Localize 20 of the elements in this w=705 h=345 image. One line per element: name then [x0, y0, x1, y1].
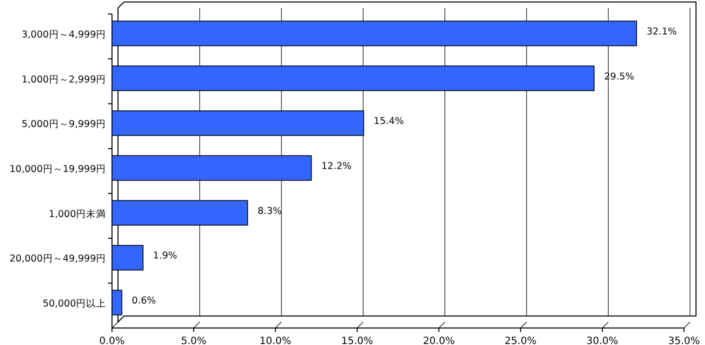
- y-tick-label: 1,000円～2,999円: [22, 74, 106, 86]
- data-label: 12.2%: [321, 161, 352, 172]
- x-tick-label: 20.0%: [422, 336, 455, 345]
- data-label: 15.4%: [374, 116, 404, 128]
- data-label: 1.9%: [153, 250, 178, 262]
- x-tick-label: 0.0%: [99, 336, 125, 345]
- y-tick-label: 20,000円～49,999円: [10, 254, 106, 265]
- x-tick-label: 30.0%: [586, 336, 618, 345]
- y-tick-label: 50,000円以上: [42, 298, 106, 310]
- data-label: 32.1%: [646, 26, 677, 38]
- x-tick-label: 25.0%: [504, 336, 536, 345]
- y-tick-label: 10,000円～19,999円: [10, 164, 106, 175]
- x-tick-label: 10.0%: [260, 336, 292, 345]
- data-label: 0.6%: [132, 296, 156, 307]
- x-tick-label: 35.0%: [668, 336, 700, 345]
- x-tick-label: 15.0%: [341, 336, 374, 345]
- y-tick-label: 1,000円未満: [48, 208, 106, 220]
- y-tick-label: 5,000円～9,999円: [22, 119, 106, 130]
- y-tick-label: 3,000円～4,999円: [22, 29, 106, 40]
- x-tick-label: 5.0%: [181, 336, 206, 345]
